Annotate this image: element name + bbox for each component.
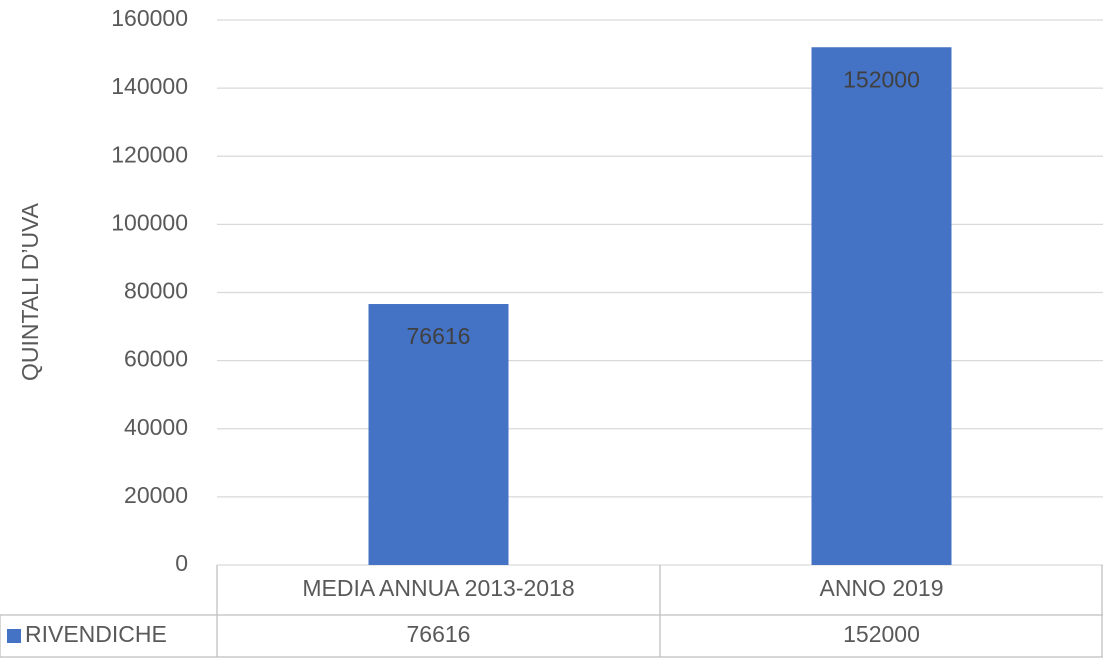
legend-swatch <box>7 629 21 643</box>
y-tick-label: 60000 <box>124 346 188 372</box>
y-tick-label: 20000 <box>124 482 188 508</box>
x-tick-label: MEDIA ANNUA 2013-2018 <box>302 575 574 601</box>
y-tick-label: 40000 <box>124 414 188 440</box>
bar <box>368 304 509 565</box>
table-value: 76616 <box>407 621 471 647</box>
table-value: 152000 <box>843 621 920 647</box>
y-tick-label: 0 <box>175 550 188 576</box>
bar <box>811 47 952 565</box>
y-tick-label: 80000 <box>124 278 188 304</box>
x-tick-label: ANNO 2019 <box>819 575 943 601</box>
y-tick-label: 120000 <box>111 141 188 167</box>
data-label: 76616 <box>407 323 471 349</box>
legend-label: RIVENDICHE <box>25 621 167 647</box>
data-label: 152000 <box>843 66 920 92</box>
y-tick-label: 100000 <box>111 209 188 235</box>
y-axis-label: QUINTALI D’UVA <box>17 202 43 381</box>
y-tick-label: 140000 <box>111 73 188 99</box>
y-tick-label: 160000 <box>111 5 188 31</box>
